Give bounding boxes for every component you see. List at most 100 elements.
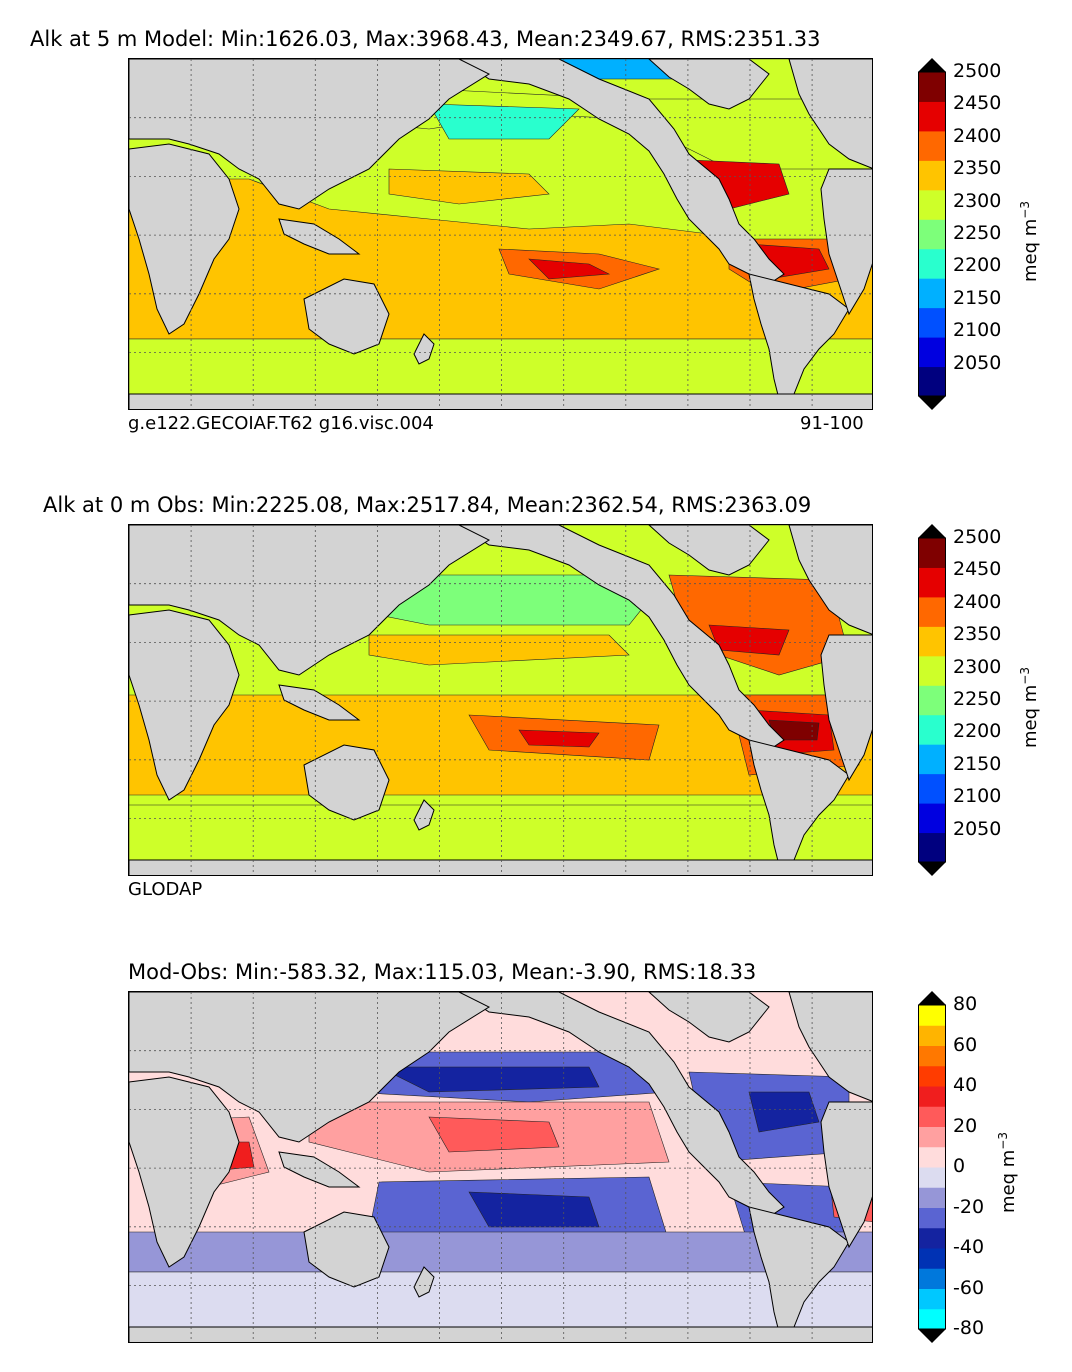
land-nz	[413, 1266, 435, 1298]
colorbar-tick-label: 60	[953, 1033, 978, 1056]
land-antarctica	[129, 393, 872, 409]
land-asia	[129, 525, 491, 676]
panel2-source-label: GLODAP	[128, 879, 203, 900]
colorbar-swatch-0	[918, 832, 946, 863]
land-antarctica	[129, 859, 872, 875]
contour-band-8	[468, 1191, 600, 1228]
colorbar-swatch-9	[918, 101, 946, 132]
panel2-colorbar-unit: meq m−3	[1018, 667, 1041, 748]
colorbar-swatch-3	[918, 1248, 946, 1269]
colorbar-extend-high	[918, 524, 946, 538]
colorbar-tick-label: 2350	[953, 157, 1002, 180]
colorbar-tick-label: 2150	[953, 286, 1002, 309]
panel1-map	[128, 58, 873, 410]
contour-band-5	[518, 729, 600, 748]
colorbar-extend-high	[918, 58, 946, 72]
colorbar-tick-label: 2200	[953, 720, 1002, 743]
colorbar-tick-label: -40	[953, 1236, 985, 1258]
colorbar-tick-label: -80	[953, 1317, 985, 1339]
colorbar-swatch-0	[918, 1308, 946, 1330]
colorbar-tick-label: 2400	[953, 124, 1002, 147]
colorbar-swatch-5	[918, 1207, 946, 1229]
colorbar-extend-high	[918, 991, 946, 1005]
colorbar-tick-label: 2050	[953, 351, 1002, 374]
colorbar-frame	[918, 71, 946, 397]
colorbar-swatch-8	[918, 130, 946, 161]
panel2-map-svg	[129, 525, 872, 875]
colorbar-tick-label: 2100	[953, 785, 1002, 808]
panel1-run-label: g.e122.GECOIAF.T62 g16.visc.004	[128, 413, 434, 434]
colorbar-swatch-12	[918, 1065, 946, 1087]
contour-band-10	[748, 1091, 820, 1133]
land-africaR	[820, 168, 872, 316]
colorbar-tick-label: 20	[953, 1114, 978, 1137]
colorbar-swatch-9	[918, 567, 946, 598]
land-asia	[129, 992, 491, 1143]
land-indonesia	[278, 1151, 361, 1188]
colorbar-swatch-6	[918, 1187, 946, 1208]
contour-band-11	[129, 804, 872, 861]
colorbar-tick-label: 2500	[953, 60, 1002, 82]
colorbar-tick-label: 80	[953, 993, 978, 1015]
colorbar-tick-label: 2250	[953, 222, 1002, 244]
contour-band-6	[528, 258, 611, 280]
colorbar-tick-label: 2100	[953, 319, 1002, 342]
colorbar-tick-label: 2150	[953, 752, 1002, 775]
panel2-map	[128, 524, 873, 876]
colorbar-swatch-1	[918, 1288, 946, 1310]
colorbar-tick-label: 2450	[953, 558, 1002, 581]
colorbar-swatch-10	[918, 72, 946, 102]
colorbar-tick-label: 2350	[953, 623, 1002, 646]
land-africaR	[820, 1101, 872, 1249]
land-indonesia	[278, 684, 361, 721]
colorbar-tick-label: 2200	[953, 254, 1002, 277]
colorbar-swatch-1	[918, 337, 946, 368]
colorbar-swatch-2	[918, 1268, 946, 1289]
colorbar-swatch-7	[918, 1167, 946, 1188]
colorbar-swatch-4	[918, 1227, 946, 1249]
colorbar-swatch-4	[918, 248, 946, 279]
land-greenland	[648, 59, 770, 110]
colorbar-extend-low	[918, 862, 946, 876]
colorbar-tick-label: 0	[953, 1155, 966, 1177]
contour-band-10	[129, 338, 872, 395]
colorbar-swatch-2	[918, 773, 946, 804]
panel3-colorbar-unit: meq m−3	[996, 1132, 1019, 1213]
land-asia	[129, 59, 491, 210]
colorbar-tick-label: -60	[953, 1276, 985, 1299]
panel2-title: Alk at 0 m Obs: Min:2225.08, Max:2517.84…	[43, 493, 812, 517]
colorbar-tick-label: 2300	[953, 189, 1002, 212]
contour-band-4	[388, 168, 550, 205]
colorbar-tick-label: -20	[953, 1195, 985, 1218]
colorbar-swatch-7	[918, 626, 946, 657]
colorbar-tick-label: 2500	[953, 526, 1002, 548]
land-nz	[413, 333, 435, 365]
land-indonesia	[278, 218, 361, 255]
colorbar-swatch-6	[918, 655, 946, 686]
contour-band-13	[129, 1271, 872, 1328]
panel3-map	[128, 991, 873, 1343]
land-europe	[788, 992, 872, 1102]
panel2-colorbar	[918, 524, 946, 876]
colorbar-swatch-14	[918, 1025, 946, 1046]
colorbar-swatch-11	[918, 1086, 946, 1107]
land-africaR	[820, 634, 872, 782]
land-greenland	[648, 525, 770, 576]
colorbar-tick-label: 40	[953, 1074, 978, 1096]
land-nz	[413, 799, 435, 831]
colorbar-tick-label: 2450	[953, 92, 1002, 115]
colorbar-extend-low	[918, 396, 946, 410]
colorbar-tick-label: 2300	[953, 655, 1002, 678]
colorbar-swatch-10	[918, 538, 946, 568]
colorbar-extend-low	[918, 1329, 946, 1343]
contour-band-11	[428, 103, 580, 140]
colorbar-swatch-10	[918, 1106, 946, 1127]
colorbar-tick-label: 2400	[953, 590, 1002, 613]
land-europe	[788, 525, 872, 635]
panel1-title: Alk at 5 m Model: Min:1626.03, Max:3968.…	[30, 27, 821, 51]
panel3-colorbar	[918, 991, 946, 1343]
colorbar-swatch-7	[918, 160, 946, 191]
colorbar-swatch-15	[918, 1005, 946, 1026]
colorbar-frame	[918, 1004, 946, 1330]
panel1-years-label: 91-100	[800, 413, 864, 434]
